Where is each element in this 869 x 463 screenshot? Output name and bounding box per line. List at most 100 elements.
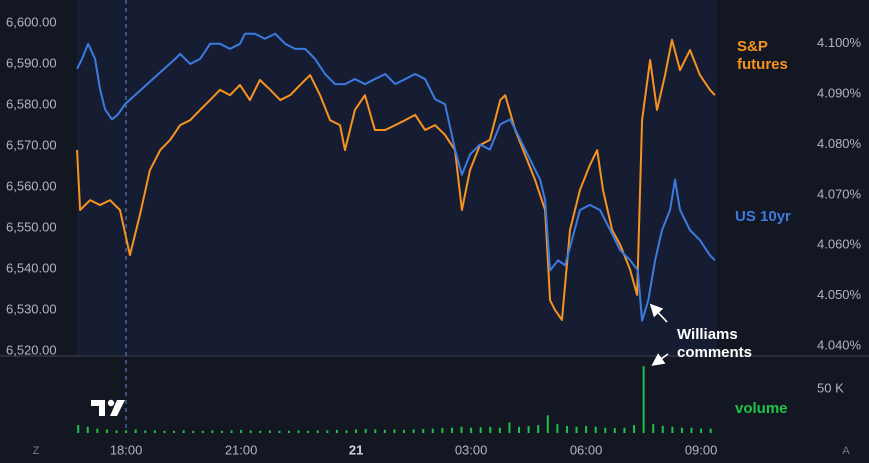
volume-bar bbox=[633, 425, 636, 433]
volume-bar bbox=[709, 428, 712, 433]
volume-bar bbox=[374, 429, 377, 433]
volume-bar bbox=[556, 424, 559, 433]
volume-bar bbox=[326, 430, 329, 433]
x-tick-label: 18:00 bbox=[110, 442, 143, 457]
volume-bar bbox=[594, 426, 597, 433]
volume-bar bbox=[498, 427, 501, 433]
volume-bar bbox=[153, 430, 156, 433]
y-tick-label: 6,590.00 bbox=[6, 55, 57, 70]
volume-bar bbox=[652, 424, 655, 433]
legend-entry: S&P futures bbox=[737, 38, 788, 73]
volume-bar bbox=[671, 426, 674, 433]
legend-entry: US 10yr bbox=[735, 208, 791, 225]
line-series bbox=[76, 32, 716, 322]
volume-bar bbox=[431, 428, 434, 433]
volume-bar bbox=[604, 427, 607, 433]
y-tick-label: 6,600.00 bbox=[6, 14, 57, 29]
volume-bar bbox=[182, 430, 185, 433]
volume-bar bbox=[96, 428, 99, 433]
volume-bar bbox=[700, 428, 703, 433]
volume-bar bbox=[77, 425, 80, 433]
x-tick-label: 06:00 bbox=[570, 442, 603, 457]
y-tick-label: 6,530.00 bbox=[6, 302, 57, 317]
y-tick-label: 6,540.00 bbox=[6, 260, 57, 275]
volume-bar bbox=[393, 429, 396, 433]
y2-tick-label: 4.050% bbox=[817, 287, 862, 302]
volume-bar bbox=[403, 429, 406, 433]
volume-bar bbox=[585, 425, 588, 433]
volume-bar bbox=[268, 430, 271, 433]
y2-tick-label: 4.100% bbox=[817, 35, 862, 50]
volume-bar bbox=[527, 425, 530, 433]
y-tick-label: 6,580.00 bbox=[6, 96, 57, 111]
y-tick-label: 6,560.00 bbox=[6, 178, 57, 193]
volume-bar bbox=[125, 430, 128, 433]
x-tick-label: 09:00 bbox=[685, 442, 718, 457]
x-tick-label: 21:00 bbox=[225, 442, 258, 457]
volume-bar bbox=[345, 430, 348, 433]
volume-bar bbox=[307, 430, 310, 433]
volume-bar bbox=[211, 430, 214, 433]
volume-bar bbox=[192, 430, 195, 433]
volume-bar bbox=[364, 429, 367, 433]
y-tick-label: 50 K bbox=[817, 380, 844, 395]
volume-bar bbox=[565, 425, 568, 433]
main-pane: 6,520.00 6,530.00 6,540.00 6,550.00 6,560.00… bbox=[6, 14, 862, 457]
volume-bar bbox=[144, 430, 147, 433]
a-button[interactable]: A bbox=[842, 445, 850, 457]
annotation: Williams comments bbox=[677, 326, 753, 361]
volume-bar bbox=[249, 430, 252, 433]
volume-bar bbox=[201, 430, 204, 433]
legend-entry: volume bbox=[735, 400, 788, 417]
volume-bar bbox=[623, 427, 626, 433]
plot-shade bbox=[77, 0, 717, 356]
volume-bar bbox=[86, 426, 89, 433]
annotation-arrow bbox=[649, 303, 668, 323]
volume-bar bbox=[297, 430, 300, 433]
volume-bar bbox=[316, 430, 319, 433]
y-tick-label: 6,520.00 bbox=[6, 343, 57, 358]
volume-bar bbox=[383, 429, 386, 433]
y2-tick-label: 4.040% bbox=[817, 337, 862, 352]
volume-bar bbox=[613, 428, 616, 433]
volume-bar bbox=[575, 426, 578, 433]
volume-bar bbox=[105, 429, 108, 433]
annotation-arrow bbox=[651, 353, 669, 366]
volume-bar bbox=[680, 427, 683, 433]
volume-bar bbox=[163, 430, 166, 433]
volume-bar bbox=[642, 366, 645, 433]
volume-bar bbox=[288, 430, 291, 433]
volume-bar bbox=[470, 427, 473, 433]
volume-bar bbox=[546, 415, 549, 433]
volume-bar bbox=[479, 427, 482, 433]
volume-bar bbox=[259, 430, 262, 433]
volume-bar bbox=[489, 426, 492, 433]
volume-bar bbox=[230, 430, 233, 433]
y-tick-label: 6,570.00 bbox=[6, 137, 57, 152]
z-button[interactable]: Z bbox=[33, 445, 40, 457]
volume-pane: 50 K bbox=[77, 366, 844, 433]
volume-bar bbox=[690, 427, 693, 433]
volume-bar bbox=[508, 422, 511, 433]
volume-bar bbox=[115, 430, 118, 433]
volume-bar bbox=[278, 430, 281, 433]
volume-bar bbox=[460, 426, 463, 433]
volume-bar bbox=[335, 429, 338, 433]
x-tick-label: 21 bbox=[349, 442, 363, 457]
volume-bar bbox=[537, 425, 540, 433]
volume-bar bbox=[134, 429, 137, 433]
x-tick-label: 03:00 bbox=[455, 442, 488, 457]
volume-bar bbox=[240, 429, 243, 433]
y-tick-label: 6,550.00 bbox=[6, 219, 57, 234]
volume-bar bbox=[422, 429, 425, 433]
volume-bar bbox=[355, 429, 358, 433]
volume-bar bbox=[412, 429, 415, 433]
line-series bbox=[76, 38, 716, 321]
y2-tick-label: 4.090% bbox=[817, 86, 862, 101]
volume-bar bbox=[173, 430, 176, 433]
volume-bar bbox=[661, 425, 664, 433]
y2-tick-label: 4.080% bbox=[817, 136, 862, 151]
tv-logo bbox=[91, 399, 125, 416]
